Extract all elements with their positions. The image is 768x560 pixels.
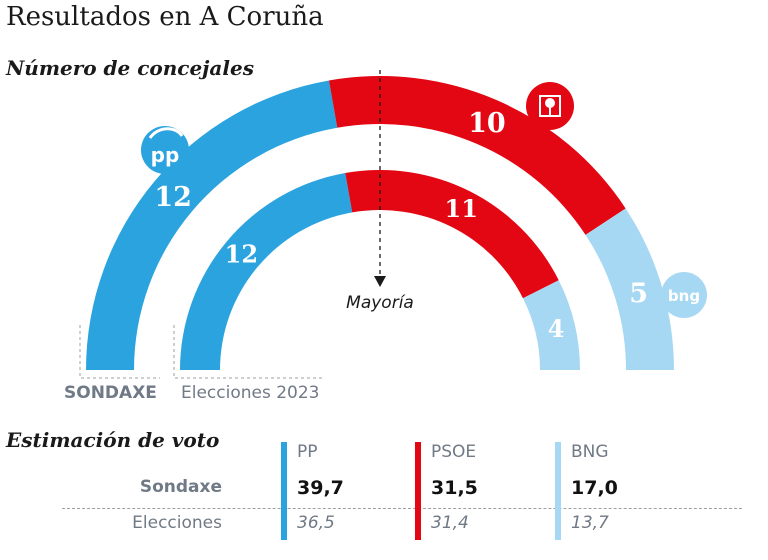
pp-elecciones-value: 36,5 bbox=[297, 513, 335, 533]
page-title: Resultados en A Coruña bbox=[6, 2, 324, 32]
majority-arrowhead bbox=[374, 276, 386, 287]
psoe-column-header: PSOE bbox=[431, 442, 477, 462]
row-label-elecciones: Elecciones bbox=[132, 513, 222, 533]
row-label-sondaxe: Sondaxe bbox=[139, 477, 222, 497]
arc-sondaxe-pp bbox=[86, 80, 338, 370]
arc-label-sondaxe-psoe: 10 bbox=[468, 108, 506, 139]
arc-label-elecciones-pp: 12 bbox=[225, 239, 258, 268]
pp-column-header: PP bbox=[297, 442, 318, 462]
arc-elecciones-pp bbox=[180, 173, 353, 370]
pp-logo-icon: pp bbox=[141, 126, 189, 174]
arc-label-elecciones-psoe: 11 bbox=[445, 194, 478, 223]
bng-logo-icon: bng bbox=[661, 272, 707, 318]
psoe-sondaxe-value: 31,5 bbox=[431, 477, 478, 499]
svg-text:bng: bng bbox=[668, 287, 700, 305]
outer-arc-legend: SONDAXE bbox=[64, 383, 157, 403]
vote-estimate-title: Estimación de voto bbox=[6, 428, 220, 452]
pp-sondaxe-value: 39,7 bbox=[297, 477, 344, 499]
inner-arc-legend: Elecciones 2023 bbox=[181, 383, 320, 403]
table-separator bbox=[62, 508, 742, 509]
bng-elecciones-value: 13,7 bbox=[571, 513, 609, 533]
arc-sondaxe-bng bbox=[585, 208, 674, 370]
bng-column-bar bbox=[555, 442, 561, 540]
arc-label-elecciones-bng: 4 bbox=[548, 314, 565, 343]
elecciones-guide-line bbox=[173, 325, 324, 379]
arc-sondaxe-psoe bbox=[328, 76, 626, 235]
pp-column-bar bbox=[281, 442, 287, 540]
arc-elecciones-bng bbox=[522, 280, 580, 370]
arc-label-sondaxe-bng: 5 bbox=[629, 278, 648, 309]
seats-chart: 12 10 5 12 11 4 Mayoría pp bng bbox=[79, 70, 707, 379]
psoe-elecciones-value: 31,4 bbox=[431, 513, 469, 533]
psoe-column-bar bbox=[415, 442, 421, 540]
svg-text:pp: pp bbox=[151, 143, 180, 167]
chart-subtitle: Número de concejales bbox=[6, 56, 254, 80]
psoe-rose-icon bbox=[526, 82, 574, 130]
bng-column-header: BNG bbox=[571, 442, 609, 462]
arc-elecciones-psoe bbox=[345, 170, 559, 299]
arc-label-sondaxe-pp: 12 bbox=[154, 182, 192, 213]
bng-sondaxe-value: 17,0 bbox=[571, 477, 618, 499]
majority-label: Mayoría bbox=[346, 293, 414, 313]
